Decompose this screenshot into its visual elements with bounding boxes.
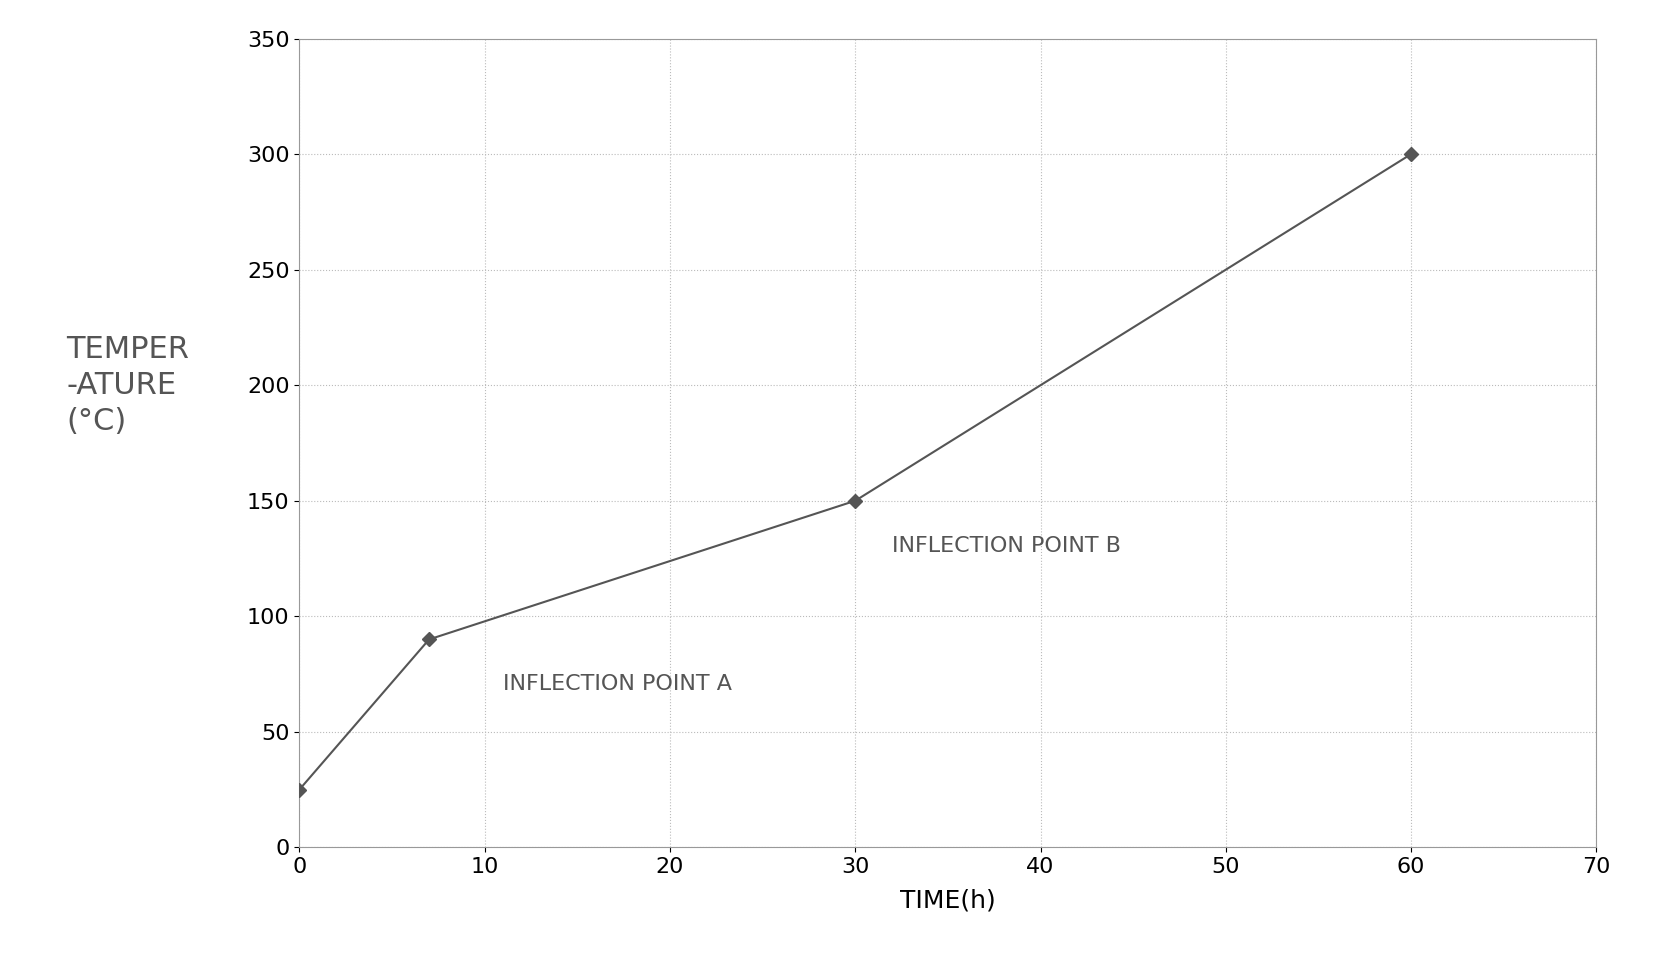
X-axis label: TIME(h): TIME(h) (900, 888, 996, 912)
Text: INFLECTION POINT A: INFLECTION POINT A (504, 674, 732, 694)
Text: INFLECTION POINT B: INFLECTION POINT B (893, 535, 1121, 556)
Text: TEMPER
-ATURE
(°C): TEMPER -ATURE (°C) (67, 335, 190, 435)
